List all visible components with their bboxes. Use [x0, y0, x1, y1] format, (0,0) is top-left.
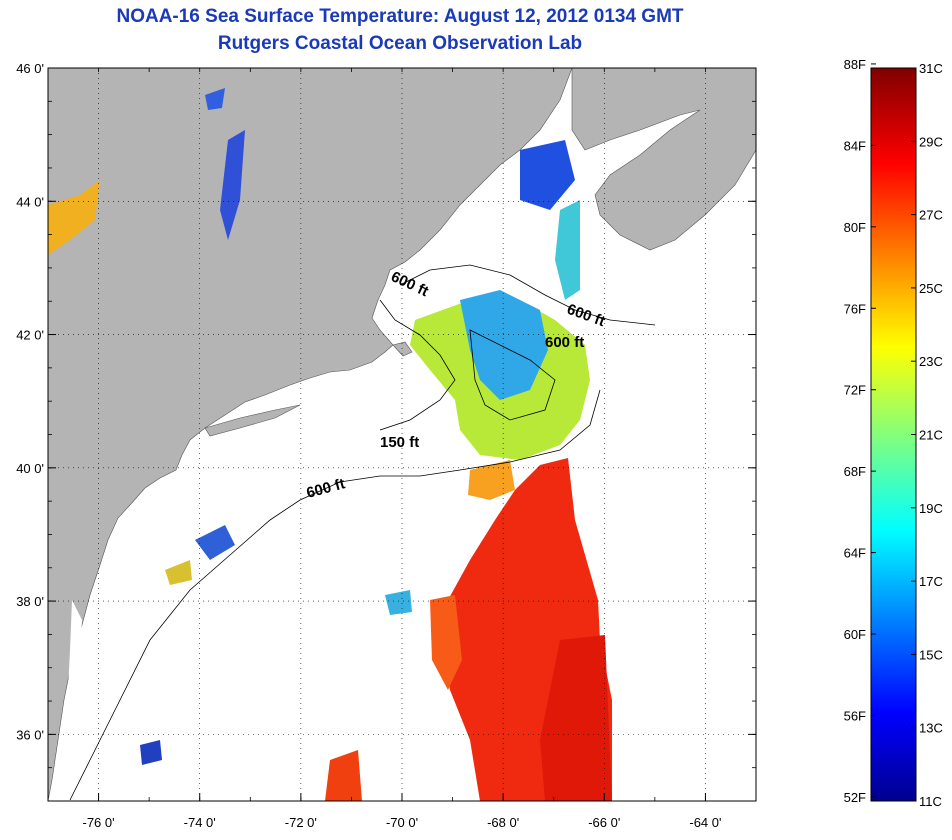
- contour-label-150ft: 150 ft: [380, 434, 419, 451]
- fahrenheit-label: 60F: [844, 627, 866, 642]
- fahrenheit-label: 72F: [844, 383, 866, 398]
- land-us-east-coast: [48, 68, 573, 801]
- fahrenheit-label: 56F: [844, 708, 866, 723]
- sst-patch-cool-blue: [520, 140, 575, 210]
- sst-patch-slope-orange: [468, 460, 515, 500]
- lon-tick-label: -74 0': [184, 815, 216, 830]
- lat-tick-label: 44 0': [16, 194, 44, 209]
- contour-label-600ft-3: 600 ft: [545, 334, 584, 351]
- celsius-label: 11C: [919, 794, 942, 809]
- sst-patch-warm-small: [325, 750, 362, 801]
- sst-patch-gulf-of-maine-cool: [460, 290, 548, 400]
- sst-patch-offshore-cyan: [385, 590, 412, 615]
- celsius-label: 25C: [919, 281, 943, 296]
- lat-tick-label: 40 0': [16, 461, 44, 476]
- sst-patch-hatteras: [140, 740, 162, 765]
- celsius-label: 27C: [919, 208, 943, 223]
- fahrenheit-label: 88F: [844, 57, 866, 72]
- fahrenheit-label: 84F: [844, 138, 866, 153]
- sst-patch-warm-south: [540, 635, 612, 801]
- lon-tick-label: -70 0': [386, 815, 418, 830]
- lon-tick-label: -68 0': [487, 815, 519, 830]
- color-bar-ticks: 31C 29C 27C 25C 23C 21C 19C 17C 15C 13C 11C 88F 84F 8…: [844, 57, 943, 809]
- lat-tick-label: 46 0': [16, 61, 44, 76]
- lat-tick-label: 42 0': [16, 328, 44, 343]
- celsius-label: 17C: [919, 574, 943, 589]
- celsius-label: 19C: [919, 501, 943, 516]
- celsius-label: 31C: [919, 61, 943, 76]
- lat-tick-label: 38 0': [16, 594, 44, 609]
- fahrenheit-label: 52F: [844, 790, 866, 805]
- sst-patch-inland-1: [220, 130, 245, 240]
- chesapeake-bay: [68, 600, 82, 700]
- contour-georges-basin: [469, 329, 556, 421]
- contour-150ft: [379, 299, 456, 431]
- graticule: [47, 67, 757, 802]
- color-bar: 31C 29C 27C 25C 23C 21C 19C 17C 15C 13C 11C 88F 84F 8…: [844, 57, 943, 809]
- celsius-label: 15C: [919, 647, 943, 662]
- axis-tick-labels: 46 0' 44 0' 42 0' 40 0' 38 0' 36 0' -76 0' -74 …: [16, 61, 721, 830]
- lon-tick-label: -76 0': [83, 815, 115, 830]
- land-long-island: [204, 404, 301, 437]
- land-nova-scotia: [571, 68, 756, 251]
- sst-data: [48, 88, 612, 801]
- color-bar-gradient: [870, 67, 917, 802]
- celsius-label: 13C: [919, 721, 943, 736]
- celsius-label: 23C: [919, 354, 943, 369]
- delaware-bay: [112, 520, 130, 560]
- fahrenheit-label: 76F: [844, 301, 866, 316]
- fahrenheit-label: 68F: [844, 464, 866, 479]
- map-title: NOAA-16 Sea Surface Temperature: August …: [116, 6, 684, 27]
- celsius-label: 21C: [919, 428, 943, 443]
- contour-600ft-shelf: [69, 389, 601, 801]
- sst-patch-inland-2: [205, 88, 225, 110]
- lon-tick-label: -64 0': [689, 815, 721, 830]
- sst-patch-lake-ontario: [48, 180, 100, 255]
- lon-tick-label: -72 0': [285, 815, 317, 830]
- map-subtitle: Rutgers Coastal Ocean Observation Lab: [217, 33, 583, 54]
- celsius-label: 29C: [919, 134, 943, 149]
- lon-tick-label: -66 0': [588, 815, 620, 830]
- sst-patch-warm-west: [430, 595, 462, 690]
- fahrenheit-label: 64F: [844, 546, 866, 561]
- fahrenheit-label: 80F: [844, 220, 866, 235]
- sst-patch-delmarva: [165, 560, 192, 585]
- sst-patch-mid-atlantic: [195, 525, 235, 560]
- lat-tick-label: 36 0': [16, 727, 44, 742]
- sst-patch-nova-scotia-shelf: [555, 200, 580, 300]
- land-cape-cod: [392, 341, 413, 357]
